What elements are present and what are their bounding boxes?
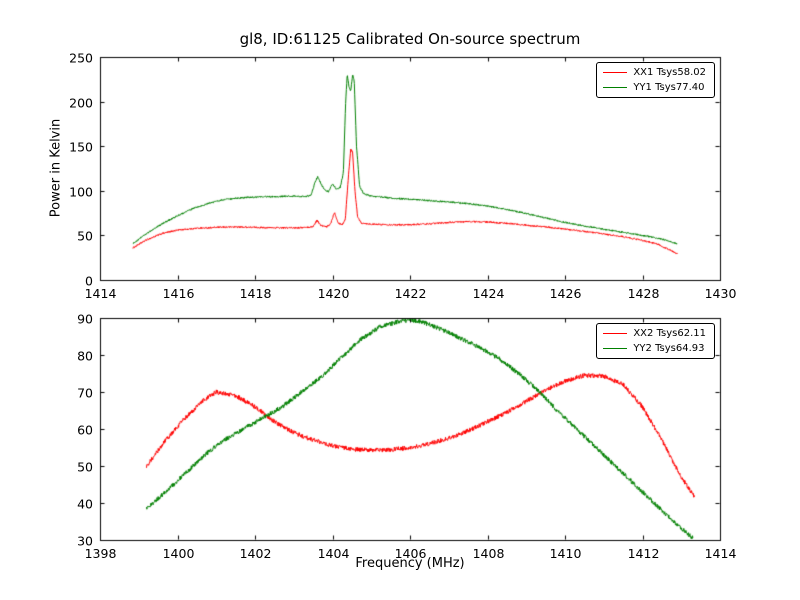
legend-line-swatch-yy1: [603, 87, 628, 88]
y-tick-label: 100: [69, 184, 93, 199]
y-tick-label: 90: [77, 311, 93, 326]
legend-entry-yy1: YY1 Tsys77.40: [603, 82, 706, 93]
x-tick-label: 1406: [394, 546, 427, 561]
y-tick-label: 0: [85, 273, 93, 288]
y-tick-label: 50: [77, 228, 93, 243]
y-tick-label: 150: [69, 139, 93, 154]
y-tick-label: 50: [77, 459, 93, 474]
x-tick-label: 1400: [162, 546, 195, 561]
x-tick-label: 1422: [394, 286, 427, 301]
x-tick-label: 1410: [549, 546, 582, 561]
legend-line-swatch-xx1: [603, 72, 628, 73]
legend-label-yy2: YY2 Tsys64.93: [633, 343, 705, 354]
x-tick-label: 1402: [239, 546, 272, 561]
y-tick-label: 200: [69, 95, 93, 110]
legend-top-plot: XX1 Tsys58.02 YY1 Tsys77.40: [596, 62, 715, 98]
x-tick-label: 1412: [627, 546, 660, 561]
y-tick-label: 30: [77, 533, 93, 548]
x-tick-label: 1428: [627, 286, 660, 301]
legend-label-xx2: XX2 Tsys62.11: [633, 328, 706, 339]
y-tick-label: 60: [77, 422, 93, 437]
legend-bottom-plot: XX2 Tsys62.11 YY2 Tsys64.93: [596, 323, 715, 359]
chart-title: gl8, ID:61125 Calibrated On-source spect…: [239, 30, 581, 48]
legend-line-swatch-xx2: [603, 333, 628, 334]
x-tick-label: 1414: [704, 546, 737, 561]
y-tick-label: 80: [77, 348, 93, 363]
x-tick-label: 1414: [84, 286, 117, 301]
legend-entry-xx2: XX2 Tsys62.11: [603, 328, 706, 339]
x-tick-label: 1408: [472, 546, 505, 561]
legend-label-yy1: YY1 Tsys77.40: [633, 82, 705, 93]
legend-line-swatch-yy2: [603, 348, 628, 349]
y-tick-label: 70: [77, 385, 93, 400]
x-tick-label: 1430: [704, 286, 737, 301]
x-tick-label: 1424: [472, 286, 505, 301]
x-tick-label: 1418: [239, 286, 272, 301]
x-axis-label-frequency: Frequency (MHz): [355, 556, 465, 571]
y-tick-label: 40: [77, 496, 93, 511]
y-axis-label-power: Power in Kelvin: [48, 118, 64, 218]
x-tick-label: 1398: [84, 546, 117, 561]
x-tick-label: 1420: [317, 286, 350, 301]
x-tick-label: 1404: [317, 546, 350, 561]
x-tick-label: 1416: [162, 286, 195, 301]
y-tick-label: 250: [69, 50, 93, 65]
legend-label-xx1: XX1 Tsys58.02: [633, 67, 706, 78]
legend-entry-xx1: XX1 Tsys58.02: [603, 67, 706, 78]
x-tick-label: 1426: [549, 286, 582, 301]
legend-entry-yy2: YY2 Tsys64.93: [603, 343, 706, 354]
